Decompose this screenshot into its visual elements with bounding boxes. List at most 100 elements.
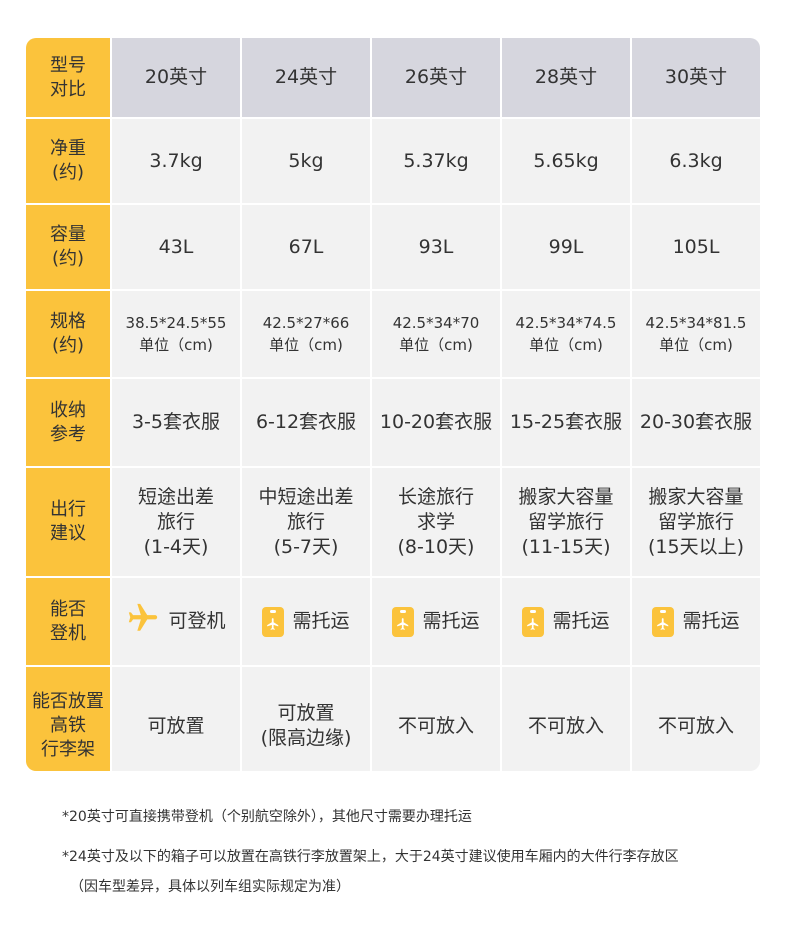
cell-text: 10-20套衣服 [379,411,493,433]
row-label-line: 参考 [50,423,86,445]
storage-cell: 3-5套衣服 [112,379,240,466]
row-label-capacity: 容量 (约) [26,205,110,289]
cell-unit: 单位（cm) [529,336,603,354]
row-label-line: 能否 [50,598,86,620]
cell-text: 67L [288,235,324,258]
cell-text: 需托运 [292,610,350,632]
cell-text: 需托运 [422,610,480,632]
cell-text: 15-25套衣服 [509,411,623,433]
cell-text: 留学旅行 [527,510,604,533]
luggage-tag-icon [262,606,285,637]
cell-text: 3.7kg [149,149,203,172]
rail-rack-cell: 可放置 [112,667,240,771]
cell-text: 可放置 [277,702,335,724]
cell-text: 99L [548,235,584,258]
cell-text: 42.5*34*81.5 [645,314,747,332]
capacity-cell: 105L [632,205,760,289]
row-label-line: 收纳 [50,399,86,421]
cell-unit: 单位（cm) [269,336,343,354]
rail-rack-cell: 不可放入 [372,667,500,771]
capacity-cell: 93L [372,205,500,289]
travel-cell: 搬家大容量 留学旅行 (15天以上) [632,468,760,576]
cell-text: 38.5*24.5*55 [125,314,227,332]
corner-line: 对比 [50,78,86,100]
storage-cell: 10-20套衣服 [372,379,500,466]
row-label-line: 能否放置 [32,691,104,712]
weight-cell: 6.3kg [632,119,760,203]
cell-text: (1-4天) [143,535,209,558]
cell-text: 105L [672,235,720,258]
cell-text: 42.5*34*74.5 [515,314,617,332]
cell-text: 可登机 [168,610,226,632]
airplane-icon [126,601,160,642]
capacity-cell: 99L [502,205,630,289]
cell-unit: 单位（cm) [399,336,473,354]
cell-text: 需托运 [552,610,610,632]
storage-cell: 6-12套衣服 [242,379,370,466]
row-label-dimensions: 规格 (约) [26,291,110,377]
cell-text: 6-12套衣服 [255,411,357,433]
cell-text: (11-15天) [521,535,611,558]
cell-text: 旅行 [286,510,325,533]
row-label-boarding: 能否 登机 [26,578,110,665]
cell-text: 搬家大容量 [648,485,744,508]
column-header: 30英寸 [632,38,760,117]
travel-cell: 长途旅行 求学 (8-10天) [372,468,500,576]
cell-text: 搬家大容量 [518,485,614,508]
cell-text: 不可放入 [657,714,734,737]
cell-text: 3-5套衣服 [131,411,221,433]
dimensions-cell: 42.5*34*70 单位（cm) [372,291,500,377]
cell-text: (8-10天) [397,535,475,558]
cell-unit: 单位（cm) [139,336,213,354]
cell-text: 中短途出差 [258,485,354,508]
boarding-cell: 需托运 [372,578,500,665]
cell-text: 20-30套衣服 [639,411,753,433]
row-label-line: (约) [51,162,85,183]
row-label-line: 建议 [50,523,86,544]
weight-cell: 5kg [242,119,370,203]
corner-line: 型号 [50,54,86,76]
cell-text: 可放置 [147,714,205,737]
row-label-weight: 净重 (约) [26,119,110,203]
dimensions-cell: 38.5*24.5*55 单位（cm) [112,291,240,377]
cell-text: 6.3kg [669,149,723,172]
row-label-line: 出行 [50,499,86,520]
travel-cell: 中短途出差 旅行 (5-7天) [242,468,370,576]
row-label-line: 高铁 [50,715,86,736]
cell-text: 不可放入 [527,714,604,737]
capacity-cell: 43L [112,205,240,289]
row-label-line: (约) [51,335,85,356]
rail-rack-cell: 不可放入 [502,667,630,771]
row-label-travel: 出行 建议 [26,468,110,576]
weight-cell: 5.65kg [502,119,630,203]
cell-text: (15天以上) [647,535,744,558]
footnote: *24英寸及以下的箱子可以放置在高铁行李放置架上，大于24英寸建议使用车厢内的大… [62,849,679,865]
row-label-line: (约) [51,248,85,269]
boarding-cell: 需托运 [502,578,630,665]
storage-cell: 20-30套衣服 [632,379,760,466]
column-header: 20英寸 [112,38,240,117]
footnote: （因车型差异，具体以列车组实际规定为准） [70,879,350,895]
weight-cell: 5.37kg [372,119,500,203]
cell-text: 不可放入 [397,714,474,737]
cell-text: 42.5*27*66 [262,314,350,332]
cell-text: 旅行 [156,510,195,533]
luggage-tag-icon [392,606,415,637]
row-label-rail-rack: 能否放置 高铁 行李架 [26,667,110,771]
boarding-cell: 可登机 [112,578,240,665]
comparison-table: 型号 对比 20英寸 24英寸 26英寸 28英寸 30英寸 净重 (约) 3.… [26,38,760,771]
row-label-line: 规格 [50,311,86,332]
cell-text: (限高边缘) [260,727,352,749]
travel-cell: 搬家大容量 留学旅行 (11-15天) [502,468,630,576]
row-label-line: 净重 [50,138,86,159]
cell-text: 5.37kg [403,149,469,172]
storage-cell: 15-25套衣服 [502,379,630,466]
footnote: *20英寸可直接携带登机（个别航空除外），其他尺寸需要办理托运 [62,809,472,825]
row-label-line: 容量 [50,224,86,245]
column-header: 28英寸 [502,38,630,117]
column-header: 24英寸 [242,38,370,117]
dimensions-cell: 42.5*27*66 单位（cm) [242,291,370,377]
corner-cell: 型号 对比 [26,38,110,117]
rail-rack-cell: 不可放入 [632,667,760,771]
boarding-cell: 需托运 [242,578,370,665]
